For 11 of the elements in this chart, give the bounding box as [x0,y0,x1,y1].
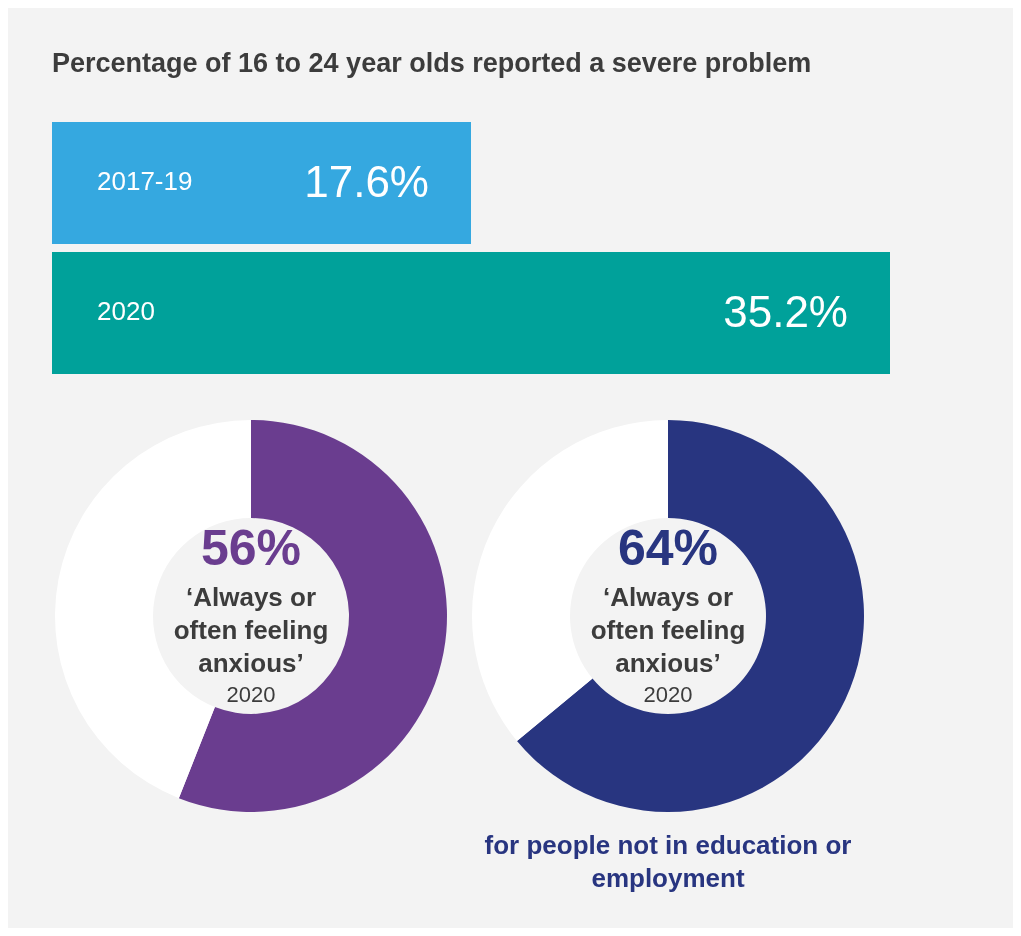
text: ‘Always or often feeling anxious’ [172,581,330,680]
text: ‘Always or often feeling anxious’ [589,581,747,680]
data-label: 64% [617,519,719,576]
text: 2020 [225,681,277,709]
text: 2020 [642,681,694,709]
y-tick-label: 2017-19 [97,166,193,197]
data-label: 56% [200,519,302,576]
chart-title: Percentage of 16 to 24 year olds reported a severe problem [52,48,812,79]
data-label: 35.2% [723,287,848,337]
data-label: 17.6% [304,157,429,207]
text: for people not in education or employment [483,829,853,895]
